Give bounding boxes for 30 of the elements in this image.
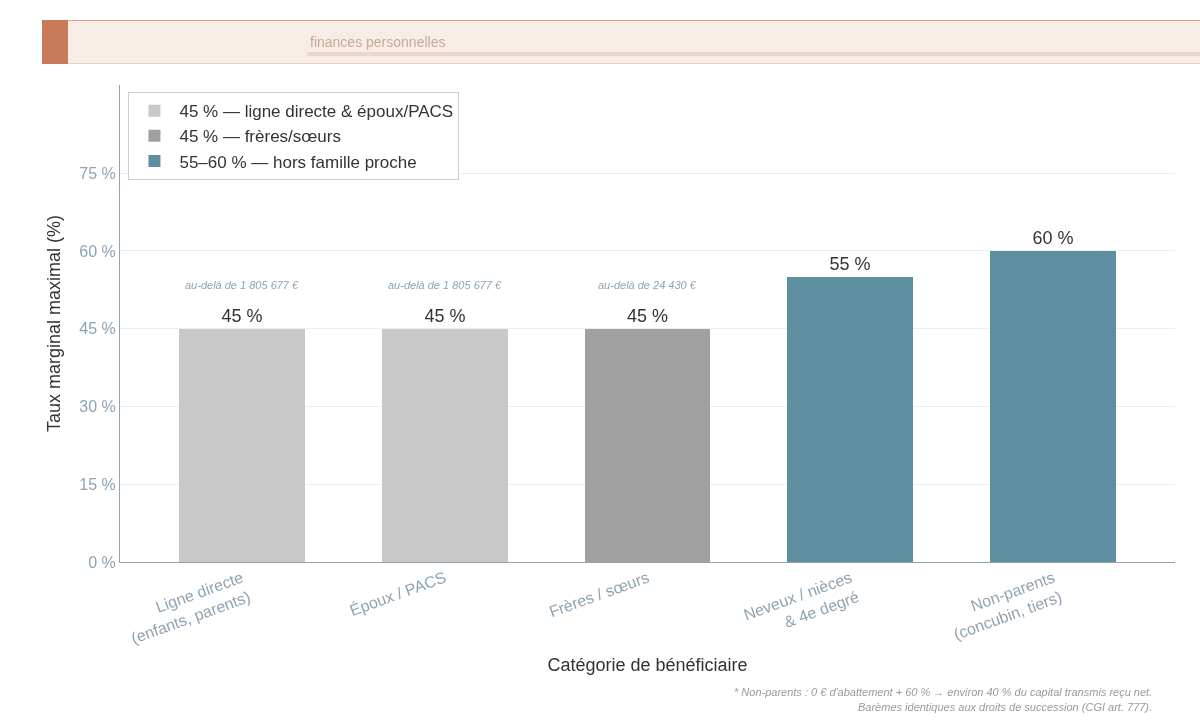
text: Barèmes identiques aux droits de succession (CGI art. 777).: [858, 701, 1153, 713]
bar: [585, 329, 710, 562]
y-tick-label: 75 %: [79, 164, 116, 182]
text: * Non-parents : 0 € d'abattement + 60 % → environ 40 % du capital transmis reçu net.: [734, 686, 1153, 698]
x-tick-label: Époux / PACS: [347, 567, 449, 620]
data-label: 45 %: [221, 306, 263, 326]
chart-subtitle: finances personnelles: [310, 34, 446, 50]
annotation: au-delà de 24 430 €: [598, 279, 697, 291]
y-tick-label: 45 %: [79, 320, 116, 338]
annotation: au-delà de 1 805 677 €: [388, 279, 503, 291]
bar: [990, 251, 1116, 562]
x-axis-title: Catégorie de bénéficiaire: [547, 655, 748, 676]
y-tick-label: 15 %: [79, 475, 116, 493]
x-tick-label: Frères / sœurs: [546, 568, 652, 621]
x-tick-label: Neveux / nièces & 4e degré: [741, 568, 862, 631]
bar: [179, 329, 305, 562]
data-label: 45 %: [626, 306, 669, 326]
bar: [382, 329, 508, 562]
data-label: 60 %: [1032, 228, 1074, 248]
bar: [787, 277, 913, 562]
legend-label: 55–60 % — hors famille proche: [179, 152, 417, 172]
annotation: au-delà de 1 805 677 €: [185, 279, 300, 291]
legend-label: 45 % — frères/sœurs: [179, 127, 341, 147]
y-axis-title: Taux marginal maximal (%): [43, 214, 64, 433]
y-tick-label: 60 %: [79, 242, 116, 260]
y-tick-label: 30 %: [79, 398, 116, 416]
legend-label: 45 % — ligne directe & époux/PACS: [179, 102, 454, 122]
data-label: 45 %: [424, 306, 466, 326]
data-label: 55 %: [829, 254, 871, 274]
y-tick-label: 0 %: [88, 553, 116, 571]
